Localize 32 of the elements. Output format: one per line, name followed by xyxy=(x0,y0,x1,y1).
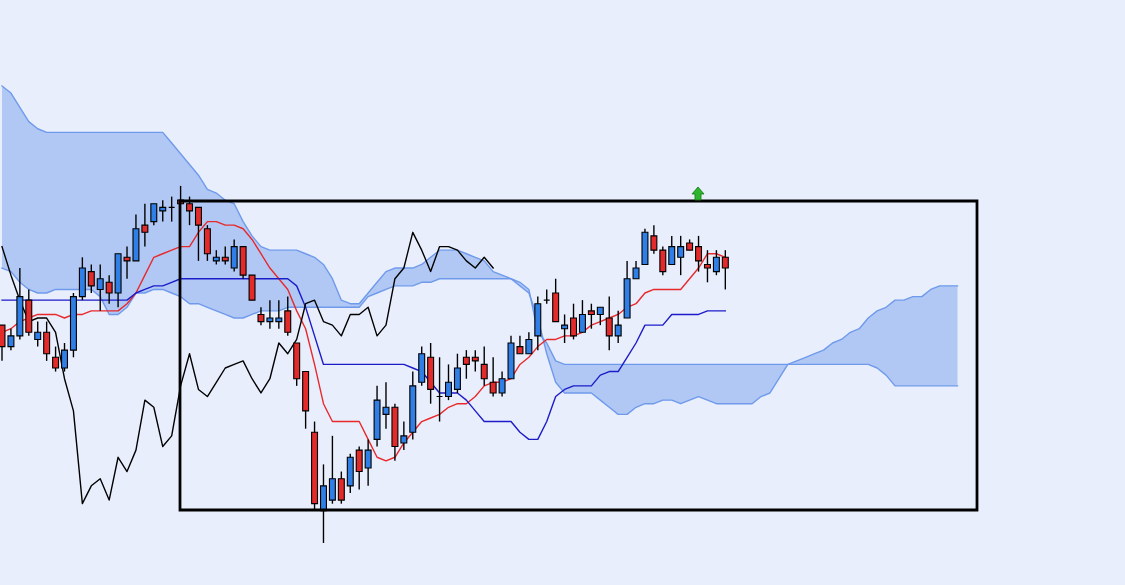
candlestick xyxy=(355,445,363,491)
candlestick xyxy=(275,299,283,330)
candlestick xyxy=(230,238,238,273)
candlestick xyxy=(471,349,479,373)
candlestick xyxy=(703,249,711,283)
candlestick xyxy=(159,199,167,223)
candlestick xyxy=(561,313,569,344)
candlestick xyxy=(96,263,104,312)
candlestick xyxy=(578,299,586,333)
candlestick xyxy=(712,249,720,276)
candlestick xyxy=(87,263,95,294)
candlestick xyxy=(52,345,60,373)
candlestick xyxy=(695,235,703,273)
candlestick xyxy=(43,320,51,362)
candlestick xyxy=(444,363,453,401)
candlestick xyxy=(614,310,622,344)
candlestick xyxy=(150,203,158,226)
candlestick xyxy=(337,470,345,505)
candlestick xyxy=(570,303,578,341)
candlestick xyxy=(284,295,292,337)
candlestick xyxy=(668,235,676,266)
candlestick xyxy=(364,438,372,487)
candlestick xyxy=(328,435,336,505)
candlestick xyxy=(61,342,69,373)
candlestick xyxy=(659,245,667,276)
candlestick xyxy=(34,320,42,348)
candlestick xyxy=(605,295,613,351)
candlestick xyxy=(677,235,685,276)
candlestick xyxy=(462,349,470,380)
candlestick xyxy=(587,303,595,330)
candlestick xyxy=(453,353,461,394)
candlestick xyxy=(480,345,488,387)
